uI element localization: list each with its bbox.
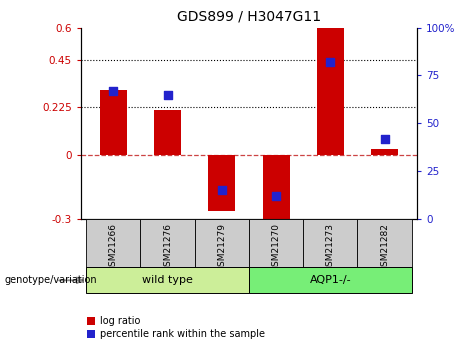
Text: GSM21282: GSM21282 — [380, 223, 389, 272]
Bar — [317, 28, 344, 155]
Bar — [249, 267, 412, 293]
Text: GSM21266: GSM21266 — [109, 223, 118, 272]
Point — [327, 59, 334, 65]
Text: genotype/variation: genotype/variation — [5, 275, 97, 285]
Point — [164, 92, 171, 97]
Bar — [154, 109, 181, 155]
Text: GSM21273: GSM21273 — [326, 223, 335, 272]
Bar — [141, 219, 195, 267]
Bar — [303, 219, 357, 267]
Bar — [357, 219, 412, 267]
Point — [272, 193, 280, 199]
Bar — [249, 219, 303, 267]
Bar — [371, 149, 398, 155]
Text: GSM21270: GSM21270 — [272, 223, 281, 272]
Text: AQP1-/-: AQP1-/- — [309, 275, 351, 285]
Bar — [262, 155, 290, 221]
Point — [218, 188, 225, 193]
Bar — [208, 155, 236, 210]
Text: GSM21276: GSM21276 — [163, 223, 172, 272]
Legend: log ratio, percentile rank within the sample: log ratio, percentile rank within the sa… — [86, 315, 266, 340]
Bar — [195, 219, 249, 267]
Point — [110, 88, 117, 93]
Title: GDS899 / H3047G11: GDS899 / H3047G11 — [177, 10, 321, 24]
Bar — [86, 267, 249, 293]
Point — [381, 136, 388, 141]
Text: wild type: wild type — [142, 275, 193, 285]
Bar — [100, 90, 127, 155]
Text: GSM21279: GSM21279 — [217, 223, 226, 272]
Bar — [86, 219, 141, 267]
